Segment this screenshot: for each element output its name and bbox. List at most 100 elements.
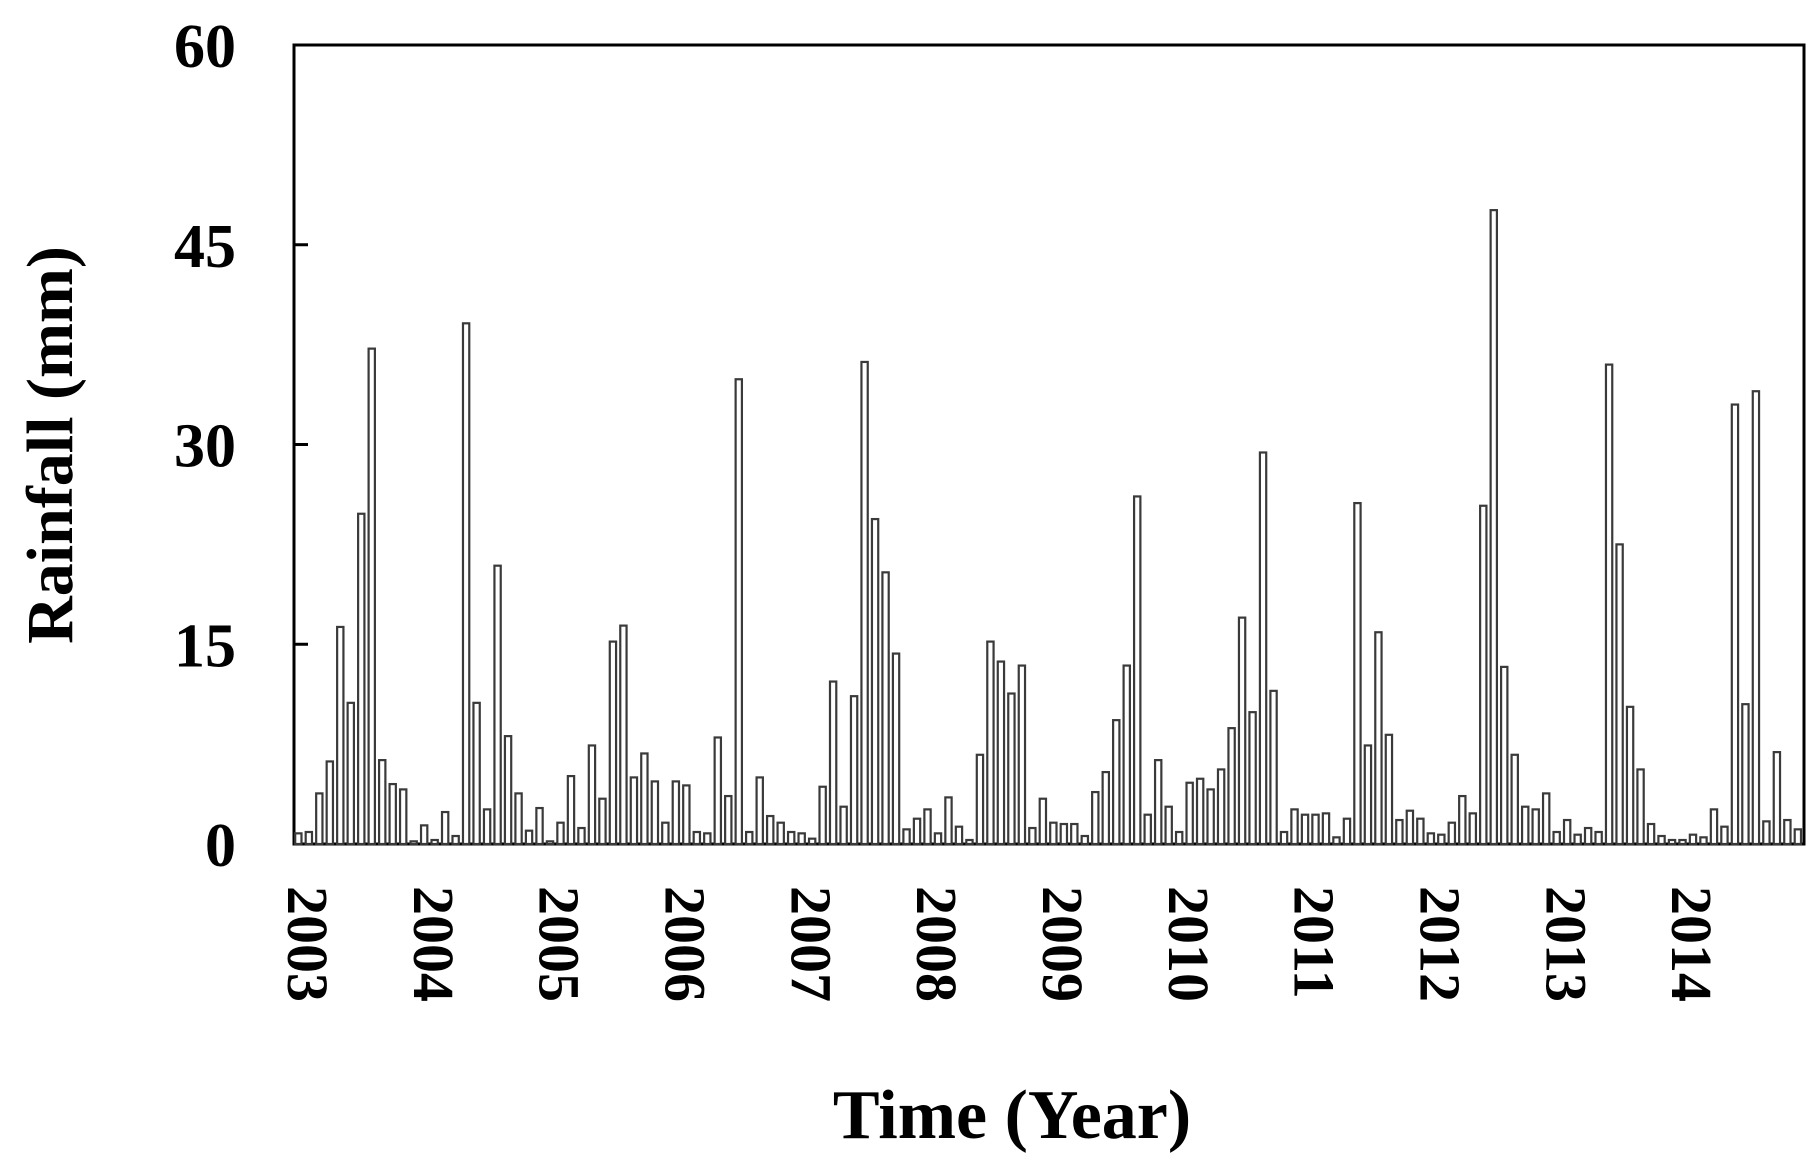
bar — [1793, 828, 1803, 846]
bar — [755, 776, 764, 846]
y-axis-ticks — [294, 43, 308, 846]
bar — [1321, 812, 1331, 846]
bar — [1583, 826, 1593, 846]
bar — [881, 571, 890, 846]
bar — [1258, 451, 1268, 846]
bar — [357, 512, 366, 846]
bar — [1458, 794, 1467, 846]
bar — [828, 680, 838, 846]
bar — [440, 810, 450, 846]
x-tick-label: 2009 — [1030, 886, 1095, 1002]
bar — [1520, 805, 1530, 846]
bar — [461, 322, 471, 846]
bar — [1070, 822, 1079, 846]
bar — [1573, 833, 1582, 846]
bar — [1479, 504, 1488, 846]
bar — [1279, 830, 1289, 846]
bar — [1122, 664, 1131, 846]
bar — [860, 360, 869, 846]
bar — [839, 805, 848, 846]
x-tick-label: 2014 — [1659, 886, 1724, 1002]
bar — [818, 785, 827, 846]
bar — [1101, 770, 1111, 846]
bar — [912, 817, 922, 846]
x-tick-label: 2012 — [1408, 886, 1473, 1002]
bar — [1353, 501, 1362, 846]
bar — [744, 830, 754, 846]
bar — [409, 840, 418, 846]
bar — [493, 564, 502, 846]
bar — [1762, 820, 1771, 846]
bar — [765, 814, 775, 846]
bar — [346, 701, 356, 846]
bar — [619, 624, 628, 846]
bar — [388, 782, 397, 846]
bar — [807, 837, 817, 846]
bar — [1132, 495, 1142, 846]
bar — [965, 838, 974, 846]
bar — [1195, 777, 1205, 846]
bar — [891, 652, 901, 846]
bar — [503, 735, 513, 846]
bar — [692, 830, 702, 846]
y-axis-tick-labels: 0 15 30 45 60 — [174, 13, 236, 880]
bar — [1164, 805, 1173, 846]
bar — [1751, 390, 1761, 846]
bar — [1007, 692, 1016, 846]
bar — [1174, 830, 1184, 846]
bar — [923, 808, 932, 846]
bar — [1332, 836, 1341, 846]
bar — [629, 776, 639, 846]
bar — [640, 752, 649, 846]
bar — [1741, 703, 1750, 846]
bar — [1510, 753, 1519, 846]
bar — [1300, 813, 1310, 846]
bar — [1405, 809, 1415, 846]
bar — [1720, 825, 1729, 846]
x-tick-label: 2010 — [1156, 886, 1221, 1002]
bar — [482, 808, 492, 846]
bar — [1091, 790, 1100, 846]
x-axis-tick-labels: 2003 2004 2005 2006 2007 2008 2009 2010 2011 2012… — [275, 886, 1724, 1002]
bar — [1342, 817, 1352, 846]
bar — [1531, 808, 1540, 846]
bar — [1017, 664, 1027, 846]
bar — [1080, 834, 1090, 846]
bar — [1709, 808, 1719, 846]
bar — [1604, 363, 1614, 846]
bar — [1468, 812, 1478, 846]
bar — [1153, 759, 1163, 846]
bar — [1112, 719, 1121, 846]
bar — [1416, 817, 1425, 846]
y-tick-label: 60 — [174, 13, 236, 81]
bar — [1447, 821, 1457, 846]
bar — [661, 821, 670, 846]
bar — [1269, 689, 1278, 846]
bar — [1049, 821, 1058, 846]
bar — [556, 821, 565, 846]
plot-area-frame — [292, 43, 1806, 846]
bar — [336, 625, 345, 846]
bars — [294, 209, 1803, 846]
bar — [703, 832, 712, 846]
bar — [1426, 832, 1436, 846]
bar — [1185, 781, 1194, 846]
y-tick-label: 0 — [205, 812, 236, 880]
bar — [1678, 838, 1687, 846]
bar — [377, 759, 387, 846]
bar — [797, 832, 806, 846]
bar — [315, 792, 324, 846]
bar — [1499, 665, 1509, 846]
bar — [325, 760, 335, 846]
bar — [430, 838, 439, 846]
bar — [870, 517, 880, 846]
bar — [608, 640, 618, 846]
bar — [304, 830, 314, 846]
bar — [902, 828, 911, 846]
bar — [1688, 833, 1698, 846]
bar — [1646, 822, 1656, 846]
bar — [1384, 733, 1394, 846]
bar — [398, 788, 408, 846]
bar — [1206, 788, 1215, 846]
bar — [954, 825, 964, 846]
